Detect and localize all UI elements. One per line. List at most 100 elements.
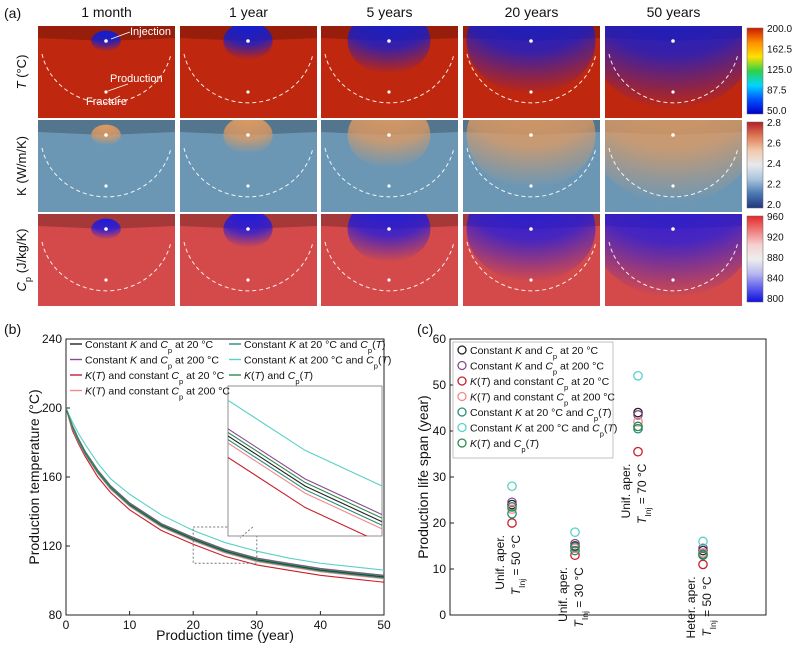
legend-entry: Constant K at 200 °C and Cp(T) xyxy=(244,355,391,371)
x-tick-label: 20 xyxy=(187,618,201,632)
heatmap-cell xyxy=(605,214,742,306)
row-label: T (°C) xyxy=(14,55,29,90)
legend-entry: K(T) and constant Cp at 20 °C xyxy=(470,376,610,392)
colorbar-tick: 800 xyxy=(767,294,784,305)
colorbar-tick: 840 xyxy=(767,274,784,285)
x-tick-label: 40 xyxy=(314,618,328,632)
legend-entry: Constant K at 20 °C and Cp(T) xyxy=(244,339,386,355)
colorbar-tick: 960 xyxy=(767,212,784,223)
cooling-plume xyxy=(223,26,273,60)
time-title: 50 years xyxy=(647,4,701,20)
category-label-line1: Unif. aper. xyxy=(619,464,633,519)
colorbar-tick: 50.0 xyxy=(767,106,787,117)
injection-well xyxy=(246,39,250,43)
injection-well xyxy=(104,227,108,231)
injection-well xyxy=(246,227,250,231)
colorbar-tick: 87.5 xyxy=(767,86,787,97)
data-point xyxy=(633,410,643,420)
injection-well xyxy=(671,39,675,43)
data-point xyxy=(633,421,643,432)
injection-well xyxy=(671,133,675,137)
annotation-injection: Injection xyxy=(130,26,171,38)
heatmap-cell xyxy=(605,26,742,118)
data-point xyxy=(633,446,643,457)
heatmap-cell xyxy=(38,120,175,212)
fracture-boundary xyxy=(41,53,172,104)
data-point xyxy=(698,543,708,554)
y-tick-label: 200 xyxy=(42,401,62,415)
heatmap-cell xyxy=(321,120,458,212)
colorbar xyxy=(746,215,764,303)
fracture-boundary xyxy=(183,241,314,292)
cooling-plume xyxy=(223,214,273,248)
category-label-line2: TInj = 70 °C xyxy=(635,463,653,524)
series-line xyxy=(66,407,384,579)
category-label-line1: Heter. aper. xyxy=(684,576,698,638)
legend-marker xyxy=(457,438,467,448)
legend-entry: K(T) and constant Cp at 200 °C xyxy=(470,392,615,408)
injection-well xyxy=(104,39,108,43)
y-tick-label: 20 xyxy=(433,516,447,530)
fracture-boundary xyxy=(183,53,314,104)
time-title: 1 year xyxy=(229,4,268,20)
legend-entry: Constant K and Cp at 200 °C xyxy=(470,361,604,377)
data-point xyxy=(507,502,517,512)
fracture-boundary xyxy=(324,147,455,198)
injection-well xyxy=(529,39,533,43)
colorbar-tick: 2.4 xyxy=(767,159,781,170)
production-well xyxy=(104,90,108,94)
injection-well xyxy=(529,133,533,137)
colorbar-tick: 2.6 xyxy=(767,139,781,150)
cooling-plume xyxy=(223,120,273,154)
legend-entry: Constant K and Cp at 20 °C xyxy=(470,345,599,361)
data-point xyxy=(507,497,517,508)
cooling-plume xyxy=(466,26,596,94)
data-point xyxy=(507,508,517,519)
colorbar-tick: 2.8 xyxy=(767,118,781,129)
y-tick-label: 10 xyxy=(433,562,447,576)
production-well xyxy=(246,184,250,188)
data-point xyxy=(698,549,708,560)
production-well xyxy=(246,90,250,94)
panel-label-b: (b) xyxy=(4,321,21,337)
annotation-arrow xyxy=(110,31,131,40)
data-point xyxy=(698,536,708,547)
legend-entry: Constant K and Cp at 20 °C xyxy=(85,339,214,355)
production-well xyxy=(104,184,108,188)
time-title: 20 years xyxy=(505,4,559,20)
zoom-connector xyxy=(239,526,254,539)
fracture-boundary xyxy=(41,241,172,292)
colorbar xyxy=(746,121,764,209)
panel-label-a: (a) xyxy=(4,5,21,21)
y-tick-label: 80 xyxy=(49,608,63,622)
legend-marker xyxy=(457,422,467,433)
x-axis-title: Production time (year) xyxy=(156,627,294,643)
data-point xyxy=(570,538,580,549)
legend-entry: Constant K and Cp at 200 °C xyxy=(85,355,219,371)
legend-entry: K(T) and Cp(T) xyxy=(470,438,539,454)
heatmap-cell xyxy=(463,120,600,212)
panel-b-line-chart: (b) 0 10 20 30 40 50 80 120 160 200 240 Production t… xyxy=(4,321,391,643)
production-well xyxy=(671,184,675,188)
annotation-fracture: Fracture xyxy=(86,96,127,108)
data-point xyxy=(698,559,708,570)
data-point xyxy=(570,542,580,552)
legend-box xyxy=(452,341,614,459)
cooling-plume xyxy=(347,26,431,75)
x-tick-label: 0 xyxy=(63,618,70,632)
heatmap-cell xyxy=(38,26,175,118)
heatmap-cell xyxy=(605,120,742,212)
colorbar-tick: 162.5 xyxy=(767,45,792,56)
inset-frame xyxy=(227,385,383,537)
colorbar-tick: 880 xyxy=(767,253,784,264)
heatmap-cell xyxy=(463,214,600,306)
annotation-production: Production xyxy=(110,73,163,85)
annotation-arrow xyxy=(107,95,121,103)
fracture-boundary xyxy=(183,147,314,198)
cooling-plume xyxy=(605,120,742,203)
category-label: Unif. aper.TInj = 70 °C xyxy=(619,463,653,524)
x-tick-label: 50 xyxy=(377,618,391,632)
production-well xyxy=(387,278,391,282)
colorbar-tick: 200.0 xyxy=(767,24,792,35)
